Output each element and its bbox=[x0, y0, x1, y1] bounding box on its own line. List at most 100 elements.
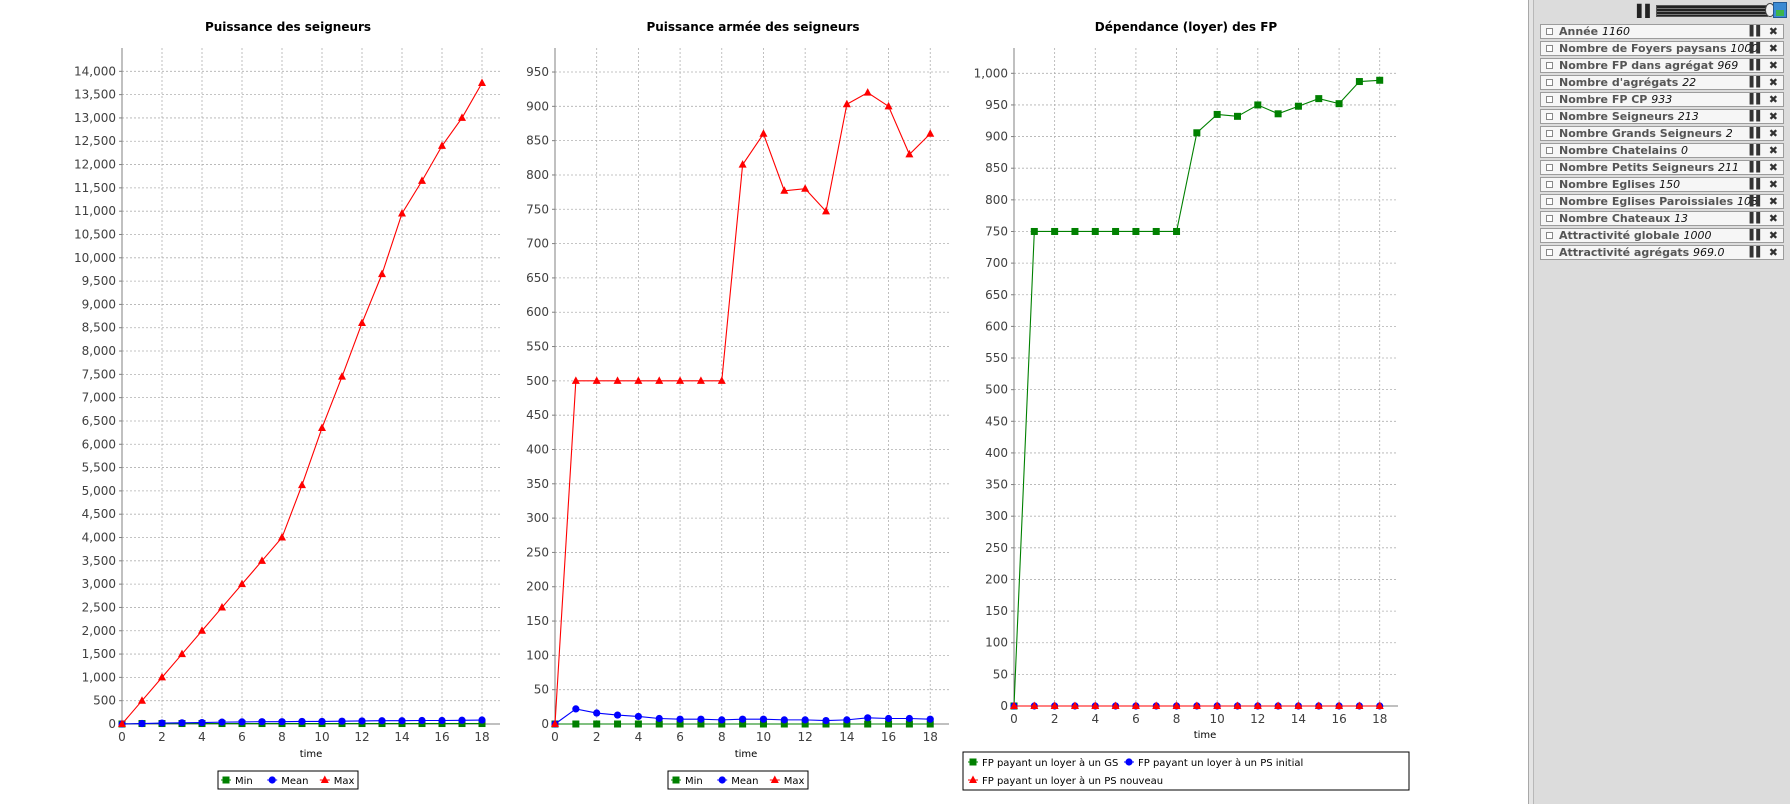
console-icon[interactable] bbox=[1773, 2, 1787, 18]
close-icon[interactable]: ✖ bbox=[1768, 161, 1778, 174]
monitor-row[interactable]: Nombre Grands Seigneurs 2 ▌▌ ✖ bbox=[1540, 126, 1784, 141]
data-point bbox=[1152, 227, 1160, 235]
pause-icon[interactable]: ▌▌ bbox=[1749, 162, 1764, 173]
monitor-row[interactable]: Attractivité globale 1000 ▌▌ ✖ bbox=[1540, 228, 1784, 243]
data-point bbox=[1355, 78, 1363, 86]
pause-icon[interactable]: ▌▌ bbox=[1749, 213, 1764, 224]
y-tick-label: 12,500 bbox=[74, 134, 116, 148]
pause-icon[interactable]: ▌▌ bbox=[1749, 111, 1764, 122]
close-icon[interactable]: ✖ bbox=[1768, 212, 1778, 225]
monitor-row[interactable]: Nombre de Foyers paysans 1000 ▌▌ ✖ bbox=[1540, 41, 1784, 56]
close-icon[interactable]: ✖ bbox=[1768, 229, 1778, 242]
close-icon[interactable]: ✖ bbox=[1768, 93, 1778, 106]
monitor-toggle-icon[interactable] bbox=[1546, 181, 1553, 188]
monitor-row[interactable]: Nombre Eglises 150 ▌▌ ✖ bbox=[1540, 177, 1784, 192]
close-icon[interactable]: ✖ bbox=[1768, 25, 1778, 38]
close-icon[interactable]: ✖ bbox=[1768, 178, 1778, 191]
x-tick-label: 2 bbox=[1051, 712, 1059, 726]
close-icon[interactable]: ✖ bbox=[1768, 127, 1778, 140]
pause-icon[interactable]: ▌▌ bbox=[1749, 60, 1764, 71]
close-icon[interactable]: ✖ bbox=[1768, 110, 1778, 123]
close-icon[interactable]: ✖ bbox=[1768, 246, 1778, 259]
monitor-toggle-icon[interactable] bbox=[1546, 130, 1553, 137]
pause-icon[interactable]: ▌▌ bbox=[1749, 179, 1764, 190]
monitor-toggle-icon[interactable] bbox=[1546, 164, 1553, 171]
speed-slider[interactable] bbox=[1656, 5, 1768, 17]
pause-icon[interactable]: ▌▌ bbox=[1749, 145, 1764, 156]
pause-icon[interactable]: ▌▌ bbox=[1749, 26, 1764, 37]
pause-icon[interactable]: ▌▌ bbox=[1749, 196, 1764, 207]
monitor-toggle-icon[interactable] bbox=[1546, 45, 1553, 52]
pause-icon[interactable]: ▌▌ bbox=[1749, 247, 1764, 258]
data-point bbox=[1294, 701, 1303, 709]
pause-icon[interactable]: ▌▌ bbox=[1749, 94, 1764, 105]
data-point bbox=[696, 376, 705, 384]
monitor-label: Nombre Chatelains 0 bbox=[1559, 144, 1689, 157]
monitor-toggle-icon[interactable] bbox=[1546, 62, 1553, 69]
monitor-toggle-icon[interactable] bbox=[1546, 147, 1553, 154]
data-point bbox=[1112, 227, 1120, 235]
data-point bbox=[358, 717, 366, 725]
pause-icon[interactable]: ▌▌ bbox=[1749, 230, 1764, 241]
pause-icon[interactable]: ▌▌ bbox=[1637, 4, 1654, 18]
monitor-label: Nombre d'agrégats 22 bbox=[1559, 76, 1697, 89]
y-tick-label: 300 bbox=[985, 509, 1008, 523]
monitor-toggle-icon[interactable] bbox=[1546, 249, 1553, 256]
monitor-value: 969 bbox=[1717, 59, 1739, 72]
chart-title: Dépendance (loyer) des FP bbox=[1095, 20, 1278, 34]
data-point bbox=[320, 775, 329, 783]
monitor-row[interactable]: Nombre d'agrégats 22 ▌▌ ✖ bbox=[1540, 75, 1784, 90]
data-point bbox=[884, 101, 893, 110]
data-point bbox=[676, 720, 684, 728]
panel-splitter[interactable] bbox=[1528, 0, 1534, 804]
data-point bbox=[717, 376, 726, 384]
data-point bbox=[718, 716, 726, 724]
monitor-toggle-icon[interactable] bbox=[1546, 96, 1553, 103]
monitor-label: Nombre FP CP 933 bbox=[1559, 93, 1673, 106]
y-tick-label: 650 bbox=[985, 288, 1008, 302]
y-tick-label: 3,000 bbox=[82, 577, 116, 591]
monitor-value: 1000 bbox=[1730, 42, 1759, 55]
data-point bbox=[613, 711, 622, 719]
monitor-row[interactable]: Nombre Seigneurs 213 ▌▌ ✖ bbox=[1540, 109, 1784, 124]
data-point bbox=[1091, 701, 1100, 709]
x-tick-label: 14 bbox=[839, 730, 854, 744]
data-point bbox=[258, 556, 266, 564]
data-point bbox=[863, 88, 872, 96]
close-icon[interactable]: ✖ bbox=[1768, 59, 1778, 72]
monitor-row[interactable]: Nombre FP dans agrégat 969 ▌▌ ✖ bbox=[1540, 58, 1784, 73]
monitor-toggle-icon[interactable] bbox=[1546, 198, 1553, 205]
chart-1: Puissance des seigneurs 0 500 1,000 1,500 2,0… bbox=[74, 20, 500, 790]
close-icon[interactable]: ✖ bbox=[1768, 144, 1778, 157]
y-tick-label: 11,500 bbox=[74, 181, 116, 195]
y-tick-label: 450 bbox=[526, 408, 549, 422]
monitor-toggle-icon[interactable] bbox=[1546, 113, 1553, 120]
data-point bbox=[672, 776, 680, 784]
monitor-row[interactable]: Attractivité agrégats 969.0 ▌▌ ✖ bbox=[1540, 245, 1784, 260]
close-icon[interactable]: ✖ bbox=[1768, 42, 1778, 55]
monitor-toggle-icon[interactable] bbox=[1546, 215, 1553, 222]
data-point bbox=[759, 129, 768, 137]
monitor-row[interactable]: Nombre Eglises Paroissiales 108 ▌▌ ✖ bbox=[1540, 194, 1784, 209]
y-tick-label: 0 bbox=[541, 717, 549, 731]
x-tick-label: 8 bbox=[718, 730, 726, 744]
data-point bbox=[1335, 100, 1343, 108]
monitor-label: Nombre de Foyers paysans 1000 bbox=[1559, 42, 1759, 55]
monitor-row[interactable]: Nombre Chatelains 0 ▌▌ ✖ bbox=[1540, 143, 1784, 158]
monitor-row[interactable]: Nombre Chateaux 13 ▌▌ ✖ bbox=[1540, 211, 1784, 226]
pause-icon[interactable]: ▌▌ bbox=[1749, 43, 1764, 54]
y-tick-label: 200 bbox=[985, 572, 1008, 586]
monitor-toggle-icon[interactable] bbox=[1546, 28, 1553, 35]
data-point bbox=[1010, 701, 1018, 709]
data-point bbox=[738, 160, 747, 168]
x-tick-label: 0 bbox=[118, 730, 126, 744]
close-icon[interactable]: ✖ bbox=[1768, 76, 1778, 89]
monitor-row[interactable]: Nombre Petits Seigneurs 211 ▌▌ ✖ bbox=[1540, 160, 1784, 175]
monitor-toggle-icon[interactable] bbox=[1546, 79, 1553, 86]
monitor-row[interactable]: Année 1160 ▌▌ ✖ bbox=[1540, 24, 1784, 39]
pause-icon[interactable]: ▌▌ bbox=[1749, 77, 1764, 88]
monitor-toggle-icon[interactable] bbox=[1546, 232, 1553, 239]
monitor-row[interactable]: Nombre FP CP 933 ▌▌ ✖ bbox=[1540, 92, 1784, 107]
pause-icon[interactable]: ▌▌ bbox=[1749, 128, 1764, 139]
close-icon[interactable]: ✖ bbox=[1768, 195, 1778, 208]
